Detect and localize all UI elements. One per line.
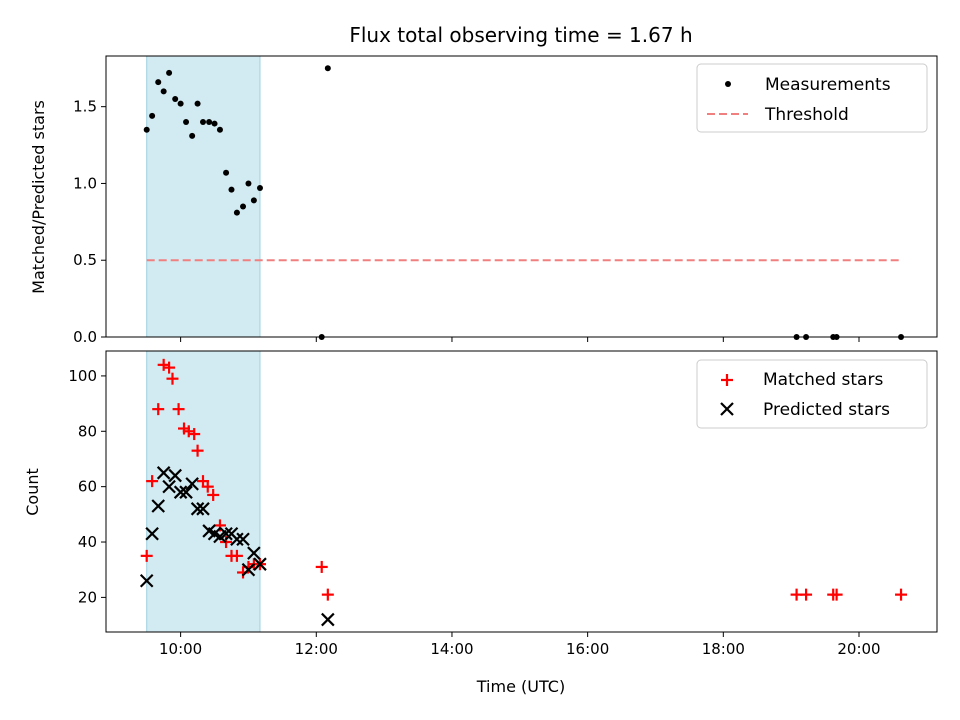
predicted-star-point <box>321 612 335 627</box>
legend-top: Measurements Threshold <box>696 63 928 133</box>
matched-star-point <box>207 488 220 501</box>
chart-title: Flux total observing time = 1.67 h <box>349 23 692 47</box>
measurement-point <box>216 126 223 133</box>
measurement-point <box>245 180 252 187</box>
matched-star-point <box>895 588 908 601</box>
x-tick-label: 16:00 <box>566 640 609 658</box>
matched-star-point <box>201 480 214 493</box>
y-tick-label: 0.5 <box>73 251 97 269</box>
y-tick-label: 20 <box>78 588 97 606</box>
predicted-star-point <box>179 485 193 499</box>
matched-star-point <box>321 588 334 601</box>
matched-star-point <box>800 588 813 601</box>
matched-star-point <box>182 425 195 438</box>
measurement-point <box>143 126 150 133</box>
predicted-star-point <box>190 502 205 516</box>
measurement-point <box>189 132 196 139</box>
predicted-star-point <box>230 532 244 547</box>
matched-star-point <box>157 358 170 371</box>
predicted-star-point <box>236 532 250 547</box>
legend-matched-label: Matched stars <box>763 370 883 390</box>
panel-counts: 20 40 60 80 100 10:00 12:00 14:00 16:00 18:00 20:0… <box>23 350 938 696</box>
measurement-point <box>256 185 263 192</box>
axis-ticks-bottom: 20 40 60 80 100 10:00 12:00 14:00 16:00 18:00 20:0… <box>68 367 880 658</box>
y-tick-label: 1.5 <box>73 98 97 116</box>
y-tick-label: 80 <box>78 422 97 440</box>
legend-predicted-marker <box>720 402 734 416</box>
matched-star-point <box>140 549 153 562</box>
measurement-point <box>240 203 247 210</box>
predicted-star-point <box>253 557 267 571</box>
axes-frame-bottom <box>105 350 938 633</box>
predicted-star-point <box>219 526 233 541</box>
y-tick-label: 0.0 <box>73 328 97 346</box>
matched-star-point <box>163 361 176 374</box>
legend-threshold-label: Threshold <box>764 105 849 125</box>
y-tick-label: 1.0 <box>73 174 97 192</box>
measurement-point <box>172 95 179 102</box>
measurement-point <box>233 209 240 216</box>
predicted-star-point <box>139 574 154 588</box>
predicted-star-point <box>247 546 261 560</box>
predicted-star-point <box>156 466 171 480</box>
legend-box-top <box>696 63 928 133</box>
matched-star-point <box>166 372 179 385</box>
x-tick-label: 18:00 <box>702 640 745 658</box>
legend-bottom: Matched stars Predicted stars <box>696 359 928 429</box>
matched-star-point <box>172 403 185 416</box>
matched-star-point <box>830 588 843 601</box>
predicted-star-point <box>168 468 182 483</box>
legend-predicted-label: Predicted stars <box>763 400 890 420</box>
predicted-star-point <box>145 526 159 541</box>
panel-ratio: Flux total observing time = 1.67 h 0.00.… <box>29 23 938 346</box>
measurement-point <box>183 119 190 126</box>
measurement-point <box>211 120 218 127</box>
x-tick-label: 12:00 <box>295 640 338 658</box>
measurement-point <box>194 100 201 107</box>
count-points <box>139 358 908 627</box>
predicted-star-point <box>173 485 188 499</box>
measurement-point <box>324 65 331 72</box>
legend-measurements-marker <box>725 81 731 87</box>
matched-star-point <box>230 549 243 562</box>
y-tick-label: 100 <box>68 367 97 385</box>
measurement-point <box>160 88 167 95</box>
measurement-point <box>250 197 257 204</box>
y-axis-label-bottom: Count <box>23 468 42 516</box>
predicted-star-point <box>241 562 256 577</box>
measurement-point <box>223 169 230 176</box>
predicted-star-point <box>196 502 210 516</box>
predicted-star-point <box>162 479 176 494</box>
y-axis-label-top: Matched/Predicted stars <box>29 100 48 294</box>
measurement-point <box>166 69 173 76</box>
legend-measurements-label: Measurements <box>765 75 891 95</box>
measurement-points <box>143 65 905 340</box>
matched-star-point <box>152 403 165 416</box>
x-tick-label: 10:00 <box>159 640 202 658</box>
measurement-point <box>155 79 162 86</box>
x-tick-label: 20:00 <box>837 640 880 658</box>
y-tick-label: 40 <box>78 533 97 551</box>
axis-ticks-top: 0.0 0.5 1.0 1.5 <box>73 98 860 346</box>
shaded-span-top <box>146 55 261 338</box>
measurement-point <box>228 186 235 193</box>
measurement-point <box>149 112 156 119</box>
measurement-point <box>206 119 213 126</box>
predicted-star-point <box>185 477 199 491</box>
x-tick-label: 14:00 <box>430 640 473 658</box>
legend-box-bottom <box>696 359 928 429</box>
legend-matched-marker <box>721 374 733 386</box>
matched-star-point <box>315 560 328 573</box>
matched-star-point <box>146 475 159 488</box>
matched-star-point <box>191 444 204 457</box>
matched-star-point <box>188 428 201 441</box>
predicted-star-point <box>151 499 166 513</box>
measurement-point <box>200 119 207 126</box>
axes-frame-top <box>105 55 938 338</box>
measurement-point <box>177 100 184 107</box>
x-axis-label: Time (UTC) <box>476 677 565 696</box>
y-tick-label: 60 <box>78 478 97 496</box>
